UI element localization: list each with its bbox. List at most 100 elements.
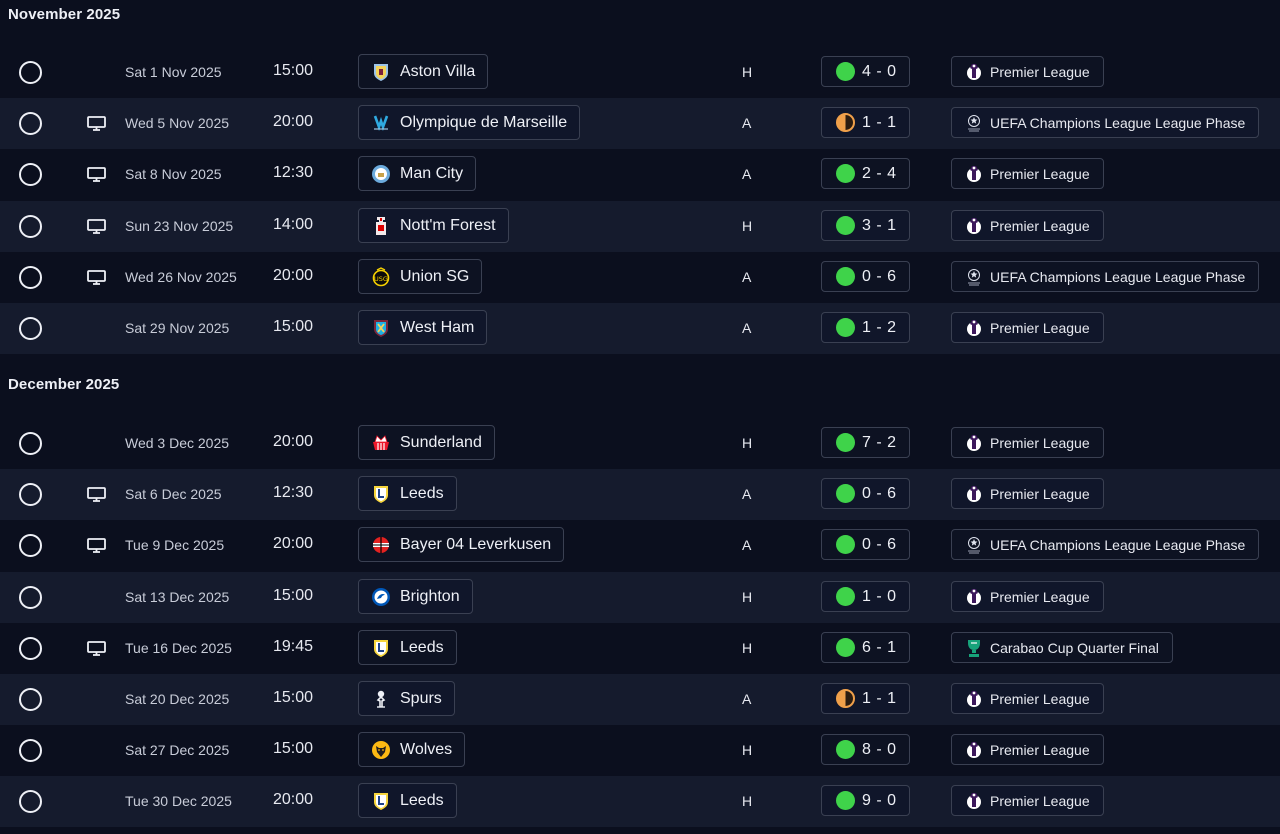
fixture-row: Wed 5 Nov 2025 20:00 Olympique de Marseill… xyxy=(0,98,1280,149)
competition-button[interactable]: Premier League xyxy=(951,158,1104,189)
win-indicator-icon xyxy=(836,535,855,554)
select-radio[interactable] xyxy=(19,739,42,762)
opponent-button[interactable]: Bayer 04 Leverkusen xyxy=(358,527,565,562)
result-button[interactable]: 4 - 0 xyxy=(821,56,910,87)
score: 1 - 0 xyxy=(862,587,897,605)
kickoff-time: 20:00 xyxy=(273,535,314,552)
competition-button[interactable]: UEFA Champions League League Phase xyxy=(951,529,1260,560)
select-radio[interactable] xyxy=(19,534,42,557)
premier-league-icon xyxy=(964,587,984,607)
draw-indicator-icon xyxy=(836,689,855,708)
select-radio[interactable] xyxy=(19,637,42,660)
competition-button[interactable]: Premier League xyxy=(951,734,1104,765)
opponent-name: Brighton xyxy=(400,587,460,605)
result-button[interactable]: 8 - 0 xyxy=(821,734,910,765)
opponent-button[interactable]: Nott'm Forest xyxy=(358,208,509,243)
competition-button[interactable]: UEFA Champions League League Phase xyxy=(951,107,1260,138)
select-radio[interactable] xyxy=(19,790,42,813)
result-button[interactable]: 0 - 6 xyxy=(821,261,910,292)
opponent-button[interactable]: Wolves xyxy=(358,732,466,767)
tv-icon xyxy=(87,270,106,285)
opponent-button[interactable]: Spurs xyxy=(358,681,455,716)
champions-league-icon xyxy=(964,535,984,555)
tv-icon xyxy=(87,641,106,656)
result-button[interactable]: 1 - 0 xyxy=(821,581,910,612)
result-button[interactable]: 6 - 1 xyxy=(821,632,910,663)
select-radio[interactable] xyxy=(19,586,42,609)
opponent-button[interactable]: Aston Villa xyxy=(358,54,489,89)
competition-button[interactable]: Premier League xyxy=(951,427,1104,458)
competition-button[interactable]: Premier League xyxy=(951,581,1104,612)
fixture-date: Sat 29 Nov 2025 xyxy=(125,320,230,336)
score: 0 - 6 xyxy=(862,535,897,553)
result-button[interactable]: 7 - 2 xyxy=(821,427,910,458)
fixture-row: Sat 13 Dec 2025 15:00 Brighton H 1 - 0 Premie… xyxy=(0,572,1280,623)
aston-villa-crest xyxy=(371,62,391,82)
competition-button[interactable]: Premier League xyxy=(951,478,1104,509)
kickoff-time: 20:00 xyxy=(273,113,314,130)
win-indicator-icon xyxy=(836,484,855,503)
svg-text:USG: USG xyxy=(374,275,388,283)
venue-indicator: H xyxy=(742,435,753,451)
score: 1 - 1 xyxy=(862,113,897,131)
competition-button[interactable]: Premier League xyxy=(951,785,1104,816)
month-header: November 2025 xyxy=(8,6,121,23)
opponent-name: Wolves xyxy=(400,740,453,758)
result-button[interactable]: 9 - 0 xyxy=(821,785,910,816)
kickoff-time: 15:00 xyxy=(273,587,314,604)
win-indicator-icon xyxy=(836,433,855,452)
leeds-crest xyxy=(371,484,391,504)
fixture-row: Sun 23 Nov 2025 14:00 Nott'm Forest H 3 - 1 P… xyxy=(0,201,1280,252)
opponent-button[interactable]: Man City xyxy=(358,156,477,191)
opponent-button[interactable]: Brighton xyxy=(358,579,473,614)
select-radio[interactable] xyxy=(19,266,42,289)
result-button[interactable]: 1 - 2 xyxy=(821,312,910,343)
score: 0 - 6 xyxy=(862,484,897,502)
win-indicator-icon xyxy=(836,587,855,606)
fixture-date: Tue 30 Dec 2025 xyxy=(125,793,232,809)
opponent-button[interactable]: Leeds xyxy=(358,476,457,511)
select-radio[interactable] xyxy=(19,317,42,340)
opponent-button[interactable]: Olympique de Marseille xyxy=(358,105,581,140)
competition-button[interactable]: Premier League xyxy=(951,312,1104,343)
opponent-button[interactable]: Leeds xyxy=(358,783,457,818)
leverkusen-crest xyxy=(371,535,391,555)
opponent-button[interactable]: West Ham xyxy=(358,310,488,345)
opponent-button[interactable]: Sunderland xyxy=(358,425,495,460)
result-button[interactable]: 1 - 1 xyxy=(821,683,910,714)
leeds-crest xyxy=(371,791,391,811)
result-button[interactable]: 2 - 4 xyxy=(821,158,910,189)
venue-indicator: A xyxy=(742,166,752,182)
select-radio[interactable] xyxy=(19,163,42,186)
competition-button[interactable]: Premier League xyxy=(951,56,1104,87)
nottm-forest-crest xyxy=(371,216,391,236)
result-button[interactable]: 3 - 1 xyxy=(821,210,910,241)
select-radio[interactable] xyxy=(19,112,42,135)
opponent-name: Sunderland xyxy=(400,433,482,451)
competition-button[interactable]: Premier League xyxy=(951,210,1104,241)
select-radio[interactable] xyxy=(19,215,42,238)
competition-button[interactable]: Premier League xyxy=(951,683,1104,714)
opponent-button[interactable]: USG Union SG xyxy=(358,259,483,294)
result-button[interactable]: 0 - 6 xyxy=(821,529,910,560)
kickoff-time: 12:30 xyxy=(273,484,314,501)
result-button[interactable]: 0 - 6 xyxy=(821,478,910,509)
win-indicator-icon xyxy=(836,740,855,759)
competition-button[interactable]: UEFA Champions League League Phase xyxy=(951,261,1260,292)
select-radio[interactable] xyxy=(19,432,42,455)
fixture-date: Sat 1 Nov 2025 xyxy=(125,64,222,80)
fixture-row: Sat 20 Dec 2025 15:00 Spurs A 1 - 1 Premier L… xyxy=(0,674,1280,725)
carabao-cup-icon xyxy=(964,638,984,658)
wolves-crest xyxy=(371,740,391,760)
competition-button[interactable]: Carabao Cup Quarter Final xyxy=(951,632,1173,663)
competition-name: Premier League xyxy=(990,319,1090,336)
result-button[interactable]: 1 - 1 xyxy=(821,107,910,138)
competition-name: Premier League xyxy=(990,485,1090,502)
competition-name: Premier League xyxy=(990,741,1090,758)
venue-indicator: H xyxy=(742,589,753,605)
win-indicator-icon xyxy=(836,267,855,286)
select-radio[interactable] xyxy=(19,688,42,711)
opponent-button[interactable]: Leeds xyxy=(358,630,457,665)
select-radio[interactable] xyxy=(19,61,42,84)
select-radio[interactable] xyxy=(19,483,42,506)
